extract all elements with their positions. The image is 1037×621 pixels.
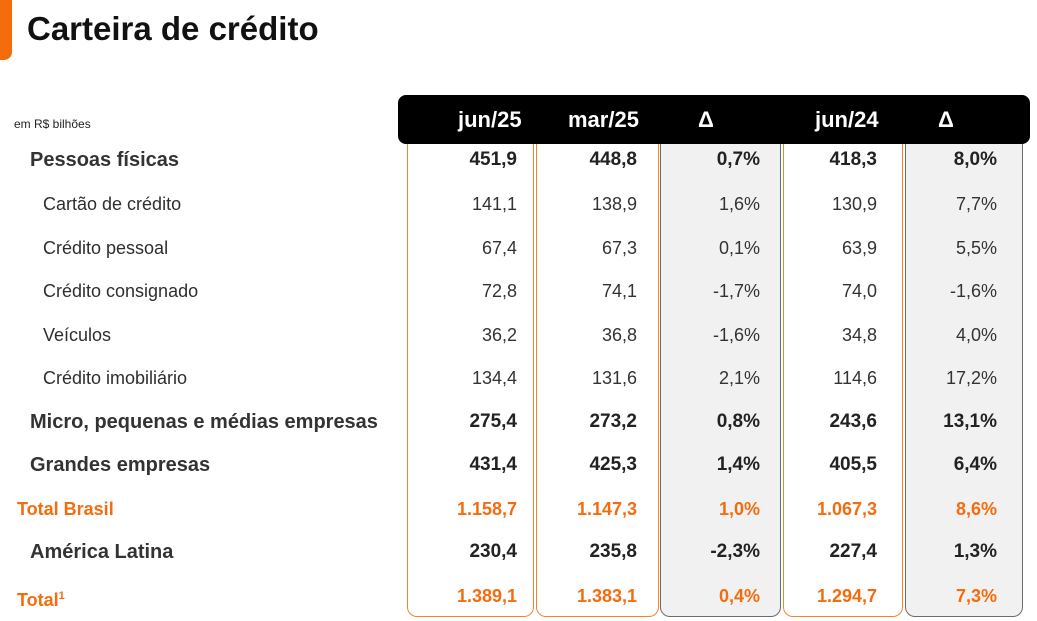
cell-grandes-delta-2: 6,4%: [953, 454, 997, 475]
cell-pessoal-delta-1: 0,1%: [718, 238, 760, 258]
cell-total-delta-2: 7,3%: [955, 586, 997, 606]
cell-veiculos-jun24: 34,8: [841, 325, 877, 345]
header-jun24: jun/24: [815, 107, 879, 132]
column-frame-mar25: [536, 141, 659, 617]
cell-imobiliario-jun24: 114,6: [833, 368, 877, 388]
cell-latam-jun25: 230,4: [469, 541, 517, 562]
cell-imobiliario-delta-1: 2,1%: [718, 368, 760, 388]
header-jun25: jun/25: [458, 107, 522, 132]
cell-imobiliario-jun25: 134,4: [471, 368, 517, 388]
cell-pessoas-fisicas-delta-1: 0,7%: [716, 149, 760, 170]
cell-latam-delta-1: -2,3%: [710, 541, 760, 562]
cell-total-mar25: 1.383,1: [576, 586, 637, 606]
row-label-pessoas-fisicas: Pessoas físicas: [30, 149, 179, 171]
cell-veiculos-delta-1: -1,6%: [712, 325, 760, 345]
total-label-text: Total: [17, 590, 59, 610]
cell-imobiliario-mar25: 131,6: [591, 368, 637, 388]
cell-total-brasil-delta-1: 1,0%: [718, 499, 760, 519]
cell-consignado-delta-1: -1,7%: [712, 281, 760, 301]
cell-cartao-jun25: 141,1: [471, 194, 517, 214]
cell-latam-delta-2: 1,3%: [953, 541, 997, 562]
cell-pessoas-fisicas-mar25: 448,8: [589, 149, 637, 170]
cell-consignado-delta-2: -1,6%: [949, 281, 997, 301]
cell-pessoal-mar25: 67,3: [601, 238, 637, 258]
cell-mpme-delta-2: 13,1%: [943, 411, 997, 432]
column-frame-jun25: [407, 141, 534, 617]
cell-latam-jun24: 227,4: [829, 541, 877, 562]
row-label-credito-imobiliario: Crédito imobiliário: [43, 368, 188, 388]
row-label-total-brasil: Total Brasil: [17, 499, 114, 519]
cell-grandes-mar25: 425,3: [589, 454, 637, 475]
cell-pessoas-fisicas-jun25: 451,9: [469, 149, 517, 170]
cell-imobiliario-delta-2: 17,2%: [945, 368, 997, 388]
cell-latam-mar25: 235,8: [589, 541, 637, 562]
row-label-mpme: Micro, pequenas e médias empresas: [30, 411, 378, 433]
cell-cartao-delta-2: 7,7%: [955, 194, 997, 214]
cell-pessoal-jun25: 67,4: [481, 238, 517, 258]
cell-total-delta-1: 0,4%: [718, 586, 760, 606]
row-label-cartao-de-credito: Cartão de crédito: [43, 194, 182, 214]
cell-mpme-delta-1: 0,8%: [716, 411, 760, 432]
table-header-bar: [398, 95, 1030, 144]
cell-cartao-jun24: 130,9: [831, 194, 877, 214]
cell-cartao-mar25: 138,9: [591, 194, 637, 214]
cell-veiculos-delta-2: 4,0%: [955, 325, 997, 345]
cell-pessoas-fisicas-jun24: 418,3: [829, 149, 877, 170]
footnote-marker: 1: [58, 590, 65, 602]
row-label-total: Total1: [17, 584, 65, 610]
row-label-america-latina: América Latina: [30, 541, 174, 563]
row-label-credito-pessoal: Crédito pessoal: [43, 238, 169, 258]
row-label-grandes-empresas: Grandes empresas: [30, 454, 211, 476]
page-title: Carteira de crédito: [27, 10, 319, 47]
cell-pessoas-fisicas-delta-2: 8,0%: [953, 149, 997, 170]
header-delta-2: Δ: [938, 107, 954, 132]
cell-mpme-jun24: 243,6: [829, 411, 877, 432]
cell-cartao-delta-1: 1,6%: [718, 194, 760, 214]
column-frame-jun24: [783, 141, 903, 617]
cell-grandes-jun25: 431,4: [469, 454, 517, 475]
row-label-credito-consignado: Crédito consignado: [43, 281, 199, 301]
cell-pessoal-jun24: 63,9: [841, 238, 877, 258]
cell-mpme-jun25: 275,4: [469, 411, 517, 432]
cell-total-brasil-jun25: 1.158,7: [456, 499, 517, 519]
cell-veiculos-mar25: 36,8: [601, 325, 637, 345]
column-frame-delta-1: [660, 141, 781, 617]
units-note: em R$ bilhões: [14, 117, 91, 131]
cell-grandes-jun24: 405,5: [829, 454, 877, 475]
cell-total-jun25: 1.389,1: [456, 586, 517, 606]
header-delta-1: Δ: [698, 107, 714, 132]
cell-veiculos-jun25: 36,2: [481, 325, 517, 345]
cell-total-brasil-mar25: 1.147,3: [576, 499, 637, 519]
cell-pessoal-delta-2: 5,5%: [955, 238, 997, 258]
cell-total-jun24: 1.294,7: [816, 586, 877, 606]
cell-grandes-delta-1: 1,4%: [716, 454, 760, 475]
cell-consignado-mar25: 74,1: [601, 281, 637, 301]
accent-tab: [0, 0, 12, 60]
column-frame-delta-2: [905, 141, 1023, 617]
row-label-veiculos: Veículos: [43, 325, 112, 345]
header-mar25: mar/25: [568, 107, 639, 132]
cell-total-brasil-jun24: 1.067,3: [816, 499, 877, 519]
cell-consignado-jun24: 74,0: [841, 281, 877, 301]
cell-consignado-jun25: 72,8: [481, 281, 517, 301]
cell-mpme-mar25: 273,2: [589, 411, 637, 432]
cell-total-brasil-delta-2: 8,6%: [955, 499, 997, 519]
